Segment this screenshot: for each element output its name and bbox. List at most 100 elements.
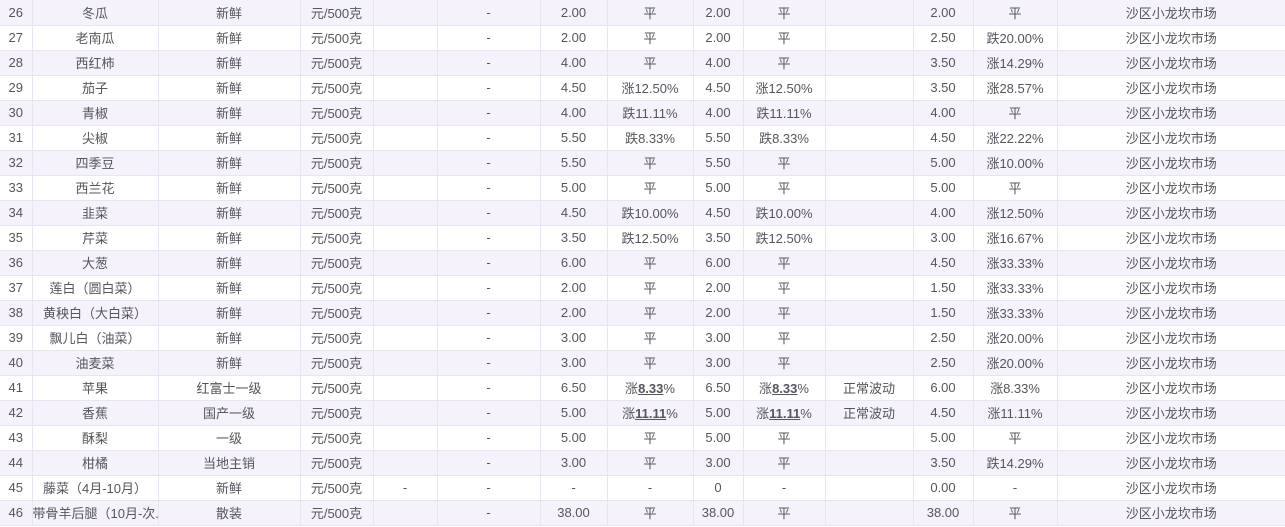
cell-row-number: 30 xyxy=(0,100,33,126)
cell-market: 沙区小龙坎市场 xyxy=(1057,200,1285,226)
cell-price-1: 4.00 xyxy=(540,100,608,126)
table-row: 29 茄子 新鲜 元/500克 - 4.50 涨12.50% 4.50 涨12.… xyxy=(0,75,1285,101)
cell-change-2: 平 xyxy=(743,275,826,301)
cell-change-3: 平 xyxy=(973,100,1058,126)
cell-dash: - xyxy=(437,400,541,426)
cell-item-name: 带骨羊后腿（10月-次... xyxy=(32,500,159,526)
cell-change-1: 平 xyxy=(607,275,694,301)
cell-market: 沙区小龙坎市场 xyxy=(1057,125,1285,151)
cell-dash: - xyxy=(437,375,541,401)
cell-item-name: 苹果 xyxy=(32,375,159,401)
cell-spec: 新鲜 xyxy=(158,350,301,376)
cell-dash: - xyxy=(437,200,541,226)
cell-unit: 元/500克 xyxy=(300,25,374,51)
cell-dash: - xyxy=(437,225,541,251)
cell-reserved xyxy=(373,150,438,176)
cell-dash: - xyxy=(437,350,541,376)
cell-item-name: 藤菜（4月-10月） xyxy=(32,475,159,501)
cell-spec: 新鲜 xyxy=(158,125,301,151)
cell-market: 沙区小龙坎市场 xyxy=(1057,100,1285,126)
cell-row-number: 45 xyxy=(0,475,33,501)
cell-price-3: 3.50 xyxy=(913,75,974,101)
cell-reserved xyxy=(373,75,438,101)
cell-dash: - xyxy=(437,150,541,176)
cell-spec: 新鲜 xyxy=(158,300,301,326)
cell-change-3: 涨10.00% xyxy=(973,150,1058,176)
flagged-change-link[interactable]: 11.11 xyxy=(635,406,667,421)
cell-price-3: 4.00 xyxy=(913,200,974,226)
cell-status: 正常波动 xyxy=(825,375,914,401)
cell-row-number: 43 xyxy=(0,425,33,451)
cell-status xyxy=(825,175,914,201)
cell-spec: 一级 xyxy=(158,425,301,451)
cell-price-3: 4.50 xyxy=(913,125,974,151)
cell-change-2: 平 xyxy=(743,300,826,326)
cell-price-2: 2.00 xyxy=(693,300,744,326)
cell-item-name: 大葱 xyxy=(32,250,159,276)
cell-item-name: 飘儿白（油菜） xyxy=(32,325,159,351)
cell-unit: 元/500克 xyxy=(300,325,374,351)
cell-price-2: 3.50 xyxy=(693,225,744,251)
cell-change-1: 跌10.00% xyxy=(607,200,694,226)
cell-reserved xyxy=(373,425,438,451)
cell-change-1: 跌12.50% xyxy=(607,225,694,251)
cell-dash: - xyxy=(437,450,541,476)
cell-price-1: 3.00 xyxy=(540,450,608,476)
table-row: 42 香蕉 国产一级 元/500克 - 5.00 涨11.11% 5.00 涨1… xyxy=(0,400,1285,426)
cell-reserved xyxy=(373,175,438,201)
cell-unit: 元/500克 xyxy=(300,250,374,276)
table-row: 46 带骨羊后腿（10月-次... 散装 元/500克 - 38.00 平 38… xyxy=(0,500,1285,526)
cell-change-2: 跌10.00% xyxy=(743,200,826,226)
cell-change-2: 平 xyxy=(743,450,826,476)
cell-reserved xyxy=(373,200,438,226)
cell-unit: 元/500克 xyxy=(300,150,374,176)
table-row: 34 韭菜 新鲜 元/500克 - 4.50 跌10.00% 4.50 跌10.… xyxy=(0,200,1285,226)
cell-price-3: 3.00 xyxy=(913,225,974,251)
cell-change-1: 平 xyxy=(607,300,694,326)
cell-change-3: 涨14.29% xyxy=(973,50,1058,76)
cell-item-name: 韭菜 xyxy=(32,200,159,226)
cell-dash: - xyxy=(437,50,541,76)
cell-change-2: 平 xyxy=(743,250,826,276)
cell-change-2: 平 xyxy=(743,325,826,351)
cell-price-2: 4.50 xyxy=(693,200,744,226)
cell-spec: 新鲜 xyxy=(158,0,301,26)
flagged-change-link[interactable]: 11.11 xyxy=(769,406,801,421)
cell-price-2: 6.50 xyxy=(693,375,744,401)
cell-spec: 新鲜 xyxy=(158,50,301,76)
cell-price-3: 4.50 xyxy=(913,250,974,276)
cell-market: 沙区小龙坎市场 xyxy=(1057,150,1285,176)
cell-status xyxy=(825,350,914,376)
cell-change-3: 涨28.57% xyxy=(973,75,1058,101)
cell-market: 沙区小龙坎市场 xyxy=(1057,350,1285,376)
table-row: 31 尖椒 新鲜 元/500克 - 5.50 跌8.33% 5.50 跌8.33… xyxy=(0,125,1285,151)
cell-status xyxy=(825,250,914,276)
cell-price-2: 5.00 xyxy=(693,400,744,426)
cell-row-number: 27 xyxy=(0,25,33,51)
cell-status xyxy=(825,275,914,301)
flagged-change-link[interactable]: 8.33 xyxy=(772,381,798,396)
cell-row-number: 37 xyxy=(0,275,33,301)
cell-status xyxy=(825,100,914,126)
cell-change-2: 平 xyxy=(743,25,826,51)
cell-item-name: 酥梨 xyxy=(32,425,159,451)
cell-change-1: 跌11.11% xyxy=(607,100,694,126)
cell-price-1: 5.00 xyxy=(540,425,608,451)
cell-spec: 新鲜 xyxy=(158,325,301,351)
cell-change-2: 涨11.11% xyxy=(743,400,826,426)
cell-market: 沙区小龙坎市场 xyxy=(1057,250,1285,276)
cell-item-name: 尖椒 xyxy=(32,125,159,151)
cell-spec: 新鲜 xyxy=(158,175,301,201)
cell-unit: 元/500克 xyxy=(300,350,374,376)
cell-item-name: 黄秧白（大白菜） xyxy=(32,300,159,326)
cell-item-name: 茄子 xyxy=(32,75,159,101)
flagged-change-link[interactable]: 8.33 xyxy=(638,381,664,396)
cell-reserved xyxy=(373,375,438,401)
table-row: 26 冬瓜 新鲜 元/500克 - 2.00 平 2.00 平 2.00 平 沙… xyxy=(0,0,1285,26)
cell-reserved xyxy=(373,500,438,526)
cell-dash: - xyxy=(437,175,541,201)
cell-price-1: 5.50 xyxy=(540,125,608,151)
cell-item-name: 香蕉 xyxy=(32,400,159,426)
cell-change-3: 涨33.33% xyxy=(973,250,1058,276)
cell-market: 沙区小龙坎市场 xyxy=(1057,175,1285,201)
